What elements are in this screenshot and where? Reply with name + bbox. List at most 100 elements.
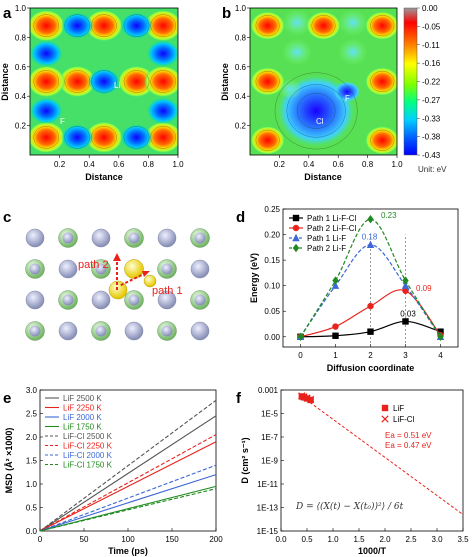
- x-tick-label: 50: [80, 535, 89, 544]
- legend-label: LiF-Cl 2000 K: [63, 451, 113, 460]
- potential-low-spot: [120, 12, 153, 39]
- legend-label: LiF-Cl 2500 K: [63, 432, 113, 441]
- li-atom: [29, 325, 41, 337]
- panel-label-e: e: [3, 390, 11, 407]
- contour-line: [33, 70, 60, 93]
- series-line-5: [39, 434, 217, 532]
- contour-line: [370, 15, 395, 37]
- x-tick-label: 0.5: [301, 535, 313, 544]
- data-point-1: [367, 302, 374, 310]
- li-atom: [95, 263, 107, 275]
- panel-a-y-tick-label: 0.4: [15, 92, 27, 101]
- y-axis-label-a: Distance: [0, 63, 10, 101]
- legend-marker: [292, 233, 300, 242]
- x-axis-label: Diffusion coordinate: [327, 363, 415, 373]
- panel-a-y-tick-label: 0.2: [15, 122, 27, 131]
- potential-low-spot: [120, 124, 153, 151]
- fit-line: [301, 396, 463, 515]
- data-point-3: [367, 215, 374, 224]
- x-tick-label: 1.5: [353, 535, 365, 544]
- panel-b-y-tick-label: 0.6: [235, 63, 247, 72]
- crystal-lattice: [25, 228, 210, 341]
- panel-a-x-tick-label: 0.2: [54, 160, 66, 169]
- f-atom: [157, 228, 177, 248]
- legend-label: Path 2 Li-F: [307, 244, 346, 253]
- contour-line: [123, 70, 150, 93]
- potential-high-spot: [58, 65, 97, 98]
- value-annotation: 0.09: [416, 284, 432, 293]
- axis-ticks-b: 0.2 0.4 0.6 0.8 1.0 0.2 0.4 0.6 0.8 1.0: [235, 4, 403, 169]
- potential-high-spot: [143, 121, 178, 154]
- y-tick-label: 2.0: [26, 433, 38, 442]
- y-tick-label: 1E-5: [261, 410, 278, 419]
- contour-line: [91, 14, 117, 37]
- y-axis-label: Energy (eV): [249, 253, 259, 303]
- li-atom: [194, 232, 206, 244]
- data-point-3: [332, 276, 339, 285]
- diffusing-li-atom: [124, 259, 144, 279]
- panel-label-a: a: [3, 5, 12, 22]
- contour-line: [150, 70, 176, 93]
- legend-label: LiF-Cl 1750 K: [63, 461, 113, 470]
- f-atom: [157, 290, 177, 310]
- y-tick-label: 3.0: [26, 386, 38, 395]
- y-tick-label: 0.15: [264, 256, 280, 265]
- data-point-3: [437, 332, 444, 341]
- potential-high-spot: [143, 9, 178, 42]
- legend-label: LiF 2500 K: [63, 394, 102, 403]
- colorbar-tick-label: -0.22: [422, 78, 441, 87]
- f-atom: [190, 321, 210, 341]
- contour-line: [255, 129, 280, 151]
- panel-a-x-tick-label: 0.8: [143, 160, 155, 169]
- li-atom: [128, 232, 140, 244]
- contour-map-a: [30, 8, 178, 155]
- x-axis-label-b: Distance: [304, 172, 342, 182]
- value-annotation: 0.03: [400, 309, 416, 318]
- panel-b-x-tick-label: 1.0: [391, 160, 403, 169]
- x-tick-label: 2: [368, 351, 373, 360]
- colorbar-tick-label: -0.05: [422, 22, 441, 31]
- potential-mid-spot: [338, 9, 368, 36]
- f-atom: [91, 228, 111, 248]
- colorbar-tick-label: -0.27: [422, 96, 441, 105]
- x-tick-label: 3: [403, 351, 408, 360]
- contour-line: [150, 126, 176, 149]
- f-atom: [91, 290, 111, 310]
- x-tick-label: 150: [165, 535, 179, 544]
- contour-line: [311, 15, 336, 37]
- y-axis-label: D (cm² s⁻¹): [240, 437, 250, 483]
- x-tick-label: 3.5: [457, 535, 469, 544]
- panel-a-y-tick-label: 1.0: [15, 4, 27, 13]
- y-tick-label: 2.5: [26, 410, 38, 419]
- f-atom: [124, 321, 144, 341]
- y-tick-label: 0.10: [264, 282, 280, 291]
- path-1-arrowhead: [142, 271, 150, 277]
- panel-b-x-tick-label: 0.6: [333, 160, 345, 169]
- y-tick-label: 1E-15: [257, 527, 279, 536]
- li-atom: [95, 325, 107, 337]
- legend-label: Path 1 Li-F-Cl: [307, 214, 357, 223]
- panel-b-y-tick-label: 1.0: [235, 4, 247, 13]
- x-tick-label: 3.0: [431, 535, 443, 544]
- data-point-1: [303, 394, 311, 402]
- data-point-2: [401, 281, 410, 289]
- data-point-1: [402, 287, 409, 294]
- potential-high-spot: [250, 125, 286, 155]
- x-tick-label: 200: [209, 535, 223, 544]
- potential-high-spot: [250, 10, 286, 41]
- panel-b-y-tick-label: 0.4: [235, 92, 247, 101]
- x-tick-label: 1.0: [327, 535, 339, 544]
- panel-label-d: d: [236, 209, 245, 226]
- y-tick-label: 0.0: [26, 527, 38, 536]
- panel-label-b: b: [222, 5, 231, 22]
- li-atom: [128, 294, 140, 306]
- y-tick-label: 1E-9: [261, 457, 278, 466]
- panel-b-y-tick-label: 0.8: [235, 33, 247, 42]
- panel-b-x-tick-label: 0.8: [362, 160, 374, 169]
- y-tick-label: 0.5: [26, 504, 38, 513]
- y-tick-label: 1E-7: [261, 433, 278, 442]
- x-tick-label: 0.0: [275, 535, 287, 544]
- contour-line: [123, 126, 150, 149]
- f-atom: [58, 321, 78, 341]
- series-line-1: [39, 441, 217, 532]
